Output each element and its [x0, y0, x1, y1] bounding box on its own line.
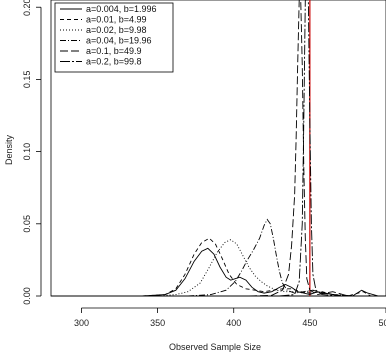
x-axis-title: Observed Sample Size	[169, 342, 261, 352]
series-line-1	[142, 247, 386, 296]
series-line-5	[248, 0, 386, 296]
legend-label-4: a=0.04, b=19.96	[86, 36, 152, 46]
legend-box	[54, 2, 174, 73]
series-layer	[142, 0, 386, 296]
y-tick-label: 0.05	[22, 215, 32, 233]
x-tick-label: 450	[302, 318, 317, 328]
legend-label-5: a=0.1, b=49.9	[86, 46, 142, 56]
series-line-3	[157, 239, 386, 296]
x-tick-label: 400	[226, 318, 241, 328]
y-axis-title: Density	[4, 134, 14, 165]
x-tick-label: 350	[150, 318, 165, 328]
legend-label-3: a=0.02, b=9.98	[86, 25, 147, 35]
x-tick-label: 300	[74, 318, 89, 328]
legend-label-1: a=0.004, b=1.996	[86, 4, 157, 14]
y-axis: 0.00 0.05 0.10 0.15 0.20	[22, 0, 42, 305]
y-tick-label: 0.10	[22, 143, 32, 161]
y-tick-label: 0.15	[22, 71, 32, 89]
legend-label-2: a=0.01, b=4.99	[86, 15, 147, 25]
series-line-2	[142, 237, 386, 296]
x-axis: 300 350 400 450 500	[74, 307, 386, 328]
x-tick-label: 500	[378, 318, 386, 328]
y-tick-label: 0.00	[22, 287, 32, 305]
y-tick-label: 0.20	[22, 0, 32, 16]
series-line-4	[188, 218, 386, 296]
legend-label-6: a=0.2, b=99.8	[86, 57, 142, 67]
series-line-6	[279, 0, 386, 296]
